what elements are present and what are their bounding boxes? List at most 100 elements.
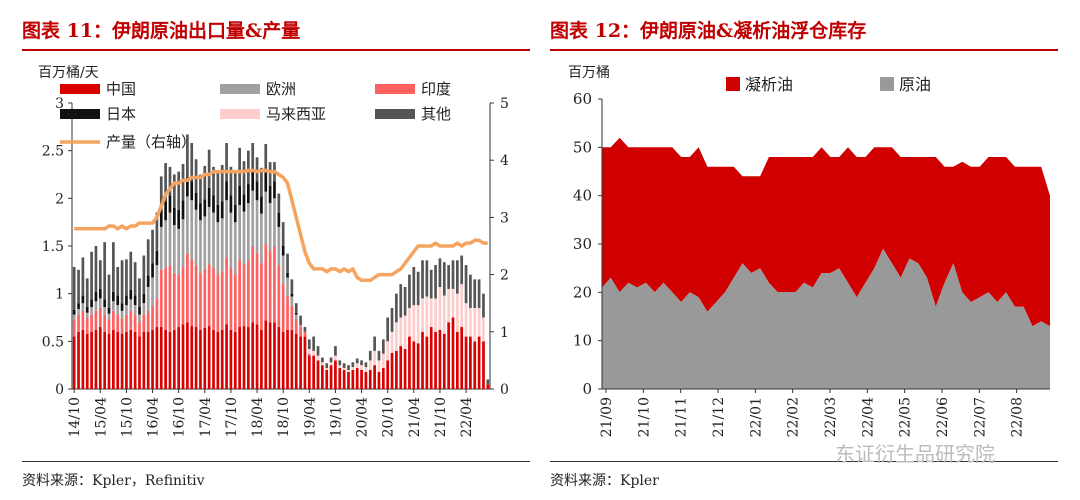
bar-malaysia: [307, 348, 311, 354]
x-tick-label: 19/10: [328, 397, 344, 437]
x-tick-label: 22/05: [898, 397, 914, 437]
bar-india: [133, 314, 137, 332]
bar-europe: [203, 216, 207, 269]
bar-malaysia: [425, 296, 429, 337]
bar-china: [199, 329, 202, 389]
bar-china: [360, 369, 363, 389]
bar-india: [268, 250, 272, 323]
bar-china: [98, 327, 102, 389]
bar-india: [220, 270, 224, 330]
bar-india: [242, 264, 246, 327]
bar-other: [316, 346, 320, 356]
bar-europe: [294, 314, 298, 320]
bar-japan: [220, 201, 224, 219]
x-tick-label: 21/04: [407, 397, 423, 437]
bar-china: [142, 331, 146, 389]
bar-china: [469, 336, 472, 389]
bar-europe: [190, 200, 194, 260]
bar-europe: [207, 206, 211, 265]
bar-europe: [142, 303, 146, 315]
bar-malaysia: [451, 288, 455, 318]
bar-india: [251, 246, 255, 323]
left-panel: 图表 11：伊朗原油出口量&产量 百万桶/天 0 0.5 1 1.5 2 2.5 3 0 1 2 3…: [22, 0, 530, 500]
bar-china: [455, 331, 459, 389]
x-tick-label: 22/07: [972, 397, 988, 437]
bar-malaysia: [364, 367, 368, 372]
bar-other: [246, 150, 250, 185]
bar-malaysia: [321, 362, 324, 366]
bar-other: [220, 164, 224, 202]
bar-china: [159, 327, 163, 389]
bar-other: [77, 269, 80, 304]
bar-china: [242, 326, 246, 389]
bar-china: [316, 360, 320, 389]
bar-china: [307, 355, 311, 389]
bar-china: [377, 371, 381, 389]
bar-india: [77, 314, 80, 332]
bar-india: [85, 318, 89, 334]
bar-malaysia: [390, 331, 394, 353]
bar-china: [286, 329, 289, 389]
legend-label: 原油: [899, 75, 931, 94]
bar-china: [299, 336, 302, 389]
bar-europe: [246, 203, 250, 261]
x-tick-label: 22/06: [935, 397, 951, 437]
bar-china: [246, 327, 250, 389]
bar-europe: [103, 307, 107, 315]
bar-other: [133, 262, 137, 296]
bar-other: [116, 266, 120, 296]
x-tick-label: 17/04: [198, 397, 214, 437]
bar-china: [268, 322, 272, 389]
bar-europe: [133, 305, 137, 315]
bar-other: [199, 174, 202, 204]
bar-malaysia: [447, 288, 450, 323]
bar-japan: [207, 187, 211, 207]
x-tick-label: 18/04: [250, 397, 266, 437]
left-chart: 百万桶/天 0 0.5 1 1.5 2 2.5 3 0 1 2 3 4 5 14/10 15/04 15/10…: [38, 65, 509, 437]
bar-china: [238, 327, 241, 389]
x-tick-label: 22/04: [860, 397, 876, 437]
bar-other: [172, 174, 176, 208]
bar-malaysia: [329, 362, 333, 366]
bar-japan: [268, 185, 272, 204]
bar-japan: [229, 195, 233, 213]
bar-japan: [277, 212, 281, 227]
bar-other: [381, 339, 385, 354]
bar-japan: [172, 207, 176, 226]
legend-swatch-china: [60, 84, 100, 94]
bar-china: [168, 331, 172, 389]
bar-other: [229, 166, 233, 196]
bar-india: [299, 327, 302, 337]
bar-europe: [155, 265, 159, 299]
bar-india: [246, 260, 250, 328]
x-tick-label: 21/09: [599, 397, 615, 437]
bar-japan: [194, 192, 198, 210]
bar-china: [329, 365, 333, 389]
bar-india: [233, 274, 237, 332]
bar-europe: [238, 205, 241, 261]
bar-india: [94, 310, 98, 330]
bar-india: [281, 284, 285, 332]
bar-india: [103, 314, 107, 332]
bar-japan: [216, 205, 220, 223]
bar-malaysia: [395, 322, 398, 351]
bar-europe: [233, 222, 237, 275]
bar-china: [277, 327, 281, 389]
left-unit-label: 百万桶/天: [38, 65, 99, 81]
bar-other: [286, 253, 289, 273]
bar-india: [72, 319, 76, 337]
bar-other: [168, 166, 172, 196]
bar-india: [286, 296, 289, 330]
bar-other: [429, 269, 433, 299]
bar-europe: [199, 220, 202, 273]
bar-other: [342, 363, 346, 369]
bar-japan: [233, 205, 237, 223]
bar-india: [168, 265, 172, 332]
legend-swatch-japan: [60, 109, 100, 119]
bar-china: [112, 329, 115, 389]
bar-europe: [81, 303, 85, 311]
bar-other: [260, 167, 263, 197]
bar-china: [264, 320, 268, 389]
bar-other: [268, 162, 272, 186]
y-tick-label: 2: [55, 191, 64, 207]
